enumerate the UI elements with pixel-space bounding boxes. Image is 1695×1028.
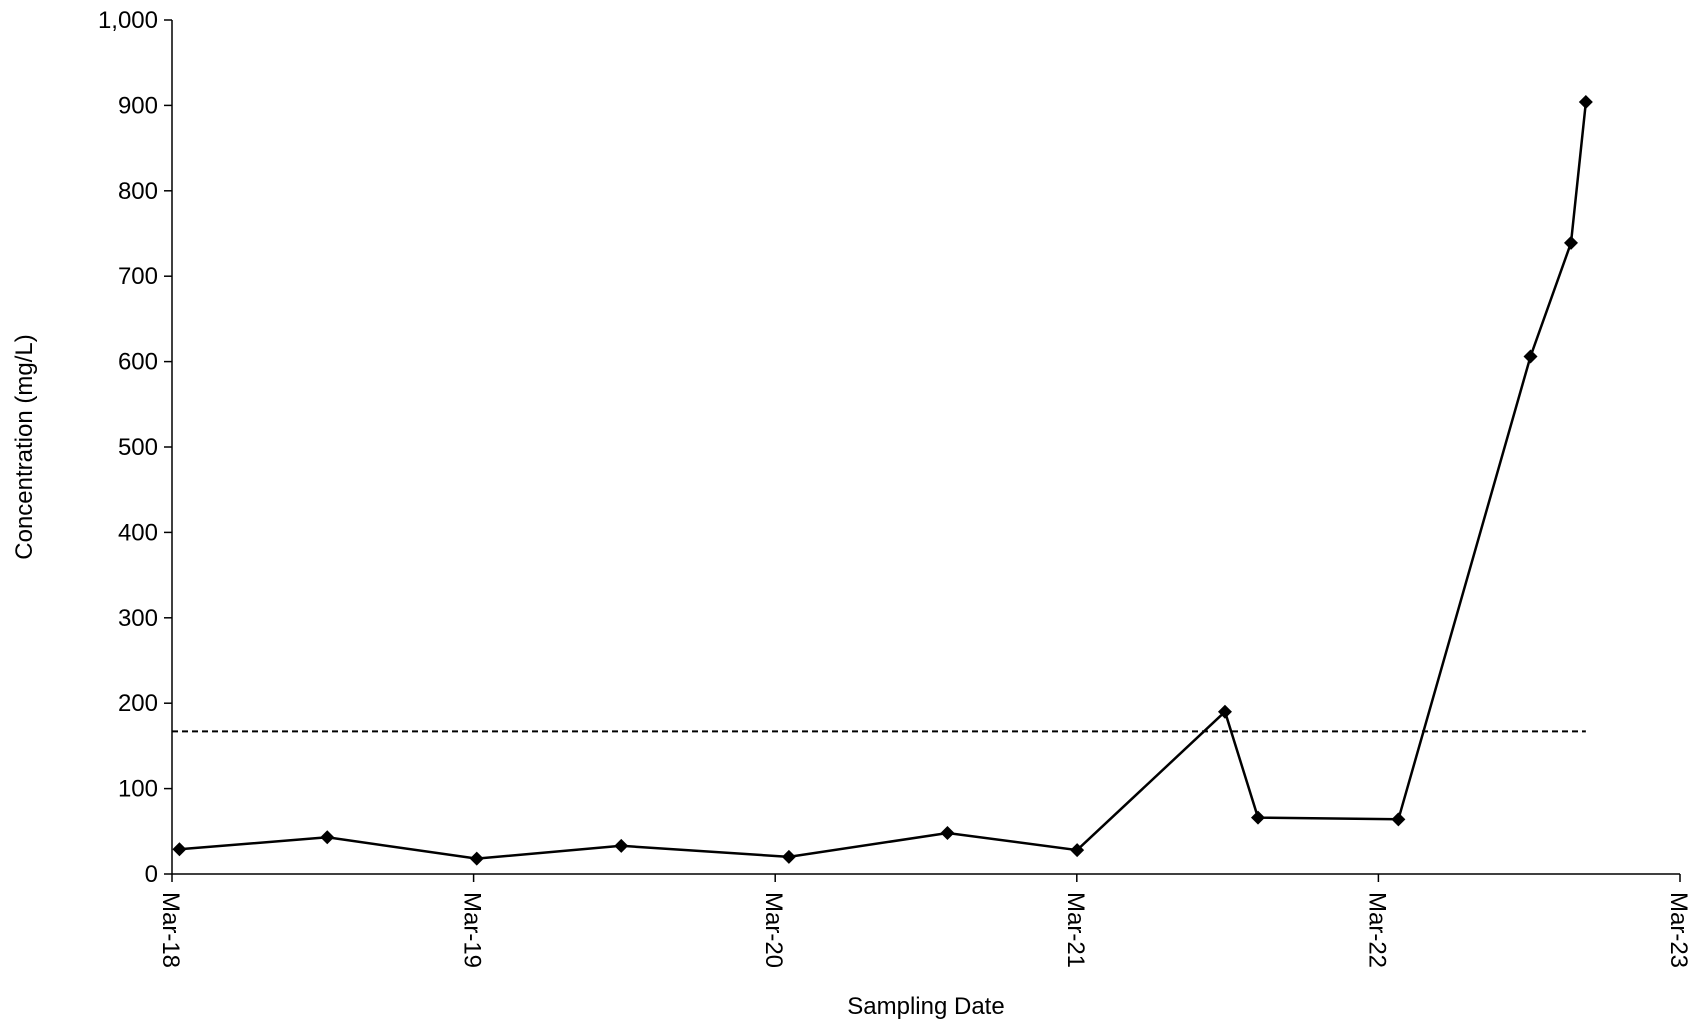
data-point-marker [781,849,796,864]
data-point-marker [940,826,955,841]
data-point-marker [1578,94,1593,109]
y-tick-label: 800 [118,178,158,205]
y-axis-title: Concentration (mg/L) [11,334,38,559]
data-point-marker [1250,810,1265,825]
data-point-marker [1217,704,1232,719]
y-tick-label: 1,000 [98,7,158,34]
x-axis-ticks: Mar-18 Mar-19 Mar-20 Mar-21 Mar-22 Mar-23 [157,874,1692,968]
data-point-marker [614,838,629,853]
data-point-marker [469,851,484,866]
data-point-marker [1391,812,1406,827]
x-tick-label: Mar-19 [459,892,486,968]
y-tick-label: 200 [118,690,158,717]
data-point-marker [1523,349,1538,364]
y-tick-label: 100 [118,776,158,803]
y-tick-label: 300 [118,605,158,632]
data-point-marker [172,842,187,857]
y-tick-label: 500 [118,434,158,461]
y-tick-label: 400 [118,519,158,546]
x-tick-label: Mar-18 [157,892,184,968]
x-axis-title: Sampling Date [847,993,1004,1020]
data-point-marker [1563,235,1578,250]
y-tick-label: 600 [118,349,158,376]
y-tick-label: 0 [145,861,158,888]
y-axis-ticks: 0 100 200 300 400 500 600 700 800 900 1,000 [98,7,172,888]
data-point-marker [320,830,335,845]
y-tick-label: 900 [118,92,158,119]
y-tick-label: 700 [118,263,158,290]
x-tick-label: Mar-23 [1665,892,1692,968]
x-tick-label: Mar-21 [1062,892,1089,968]
x-tick-label: Mar-20 [760,892,787,968]
series-markers [172,94,1593,866]
data-point-marker [1070,843,1085,858]
x-tick-label: Mar-22 [1363,892,1390,968]
series-line [179,101,1588,860]
